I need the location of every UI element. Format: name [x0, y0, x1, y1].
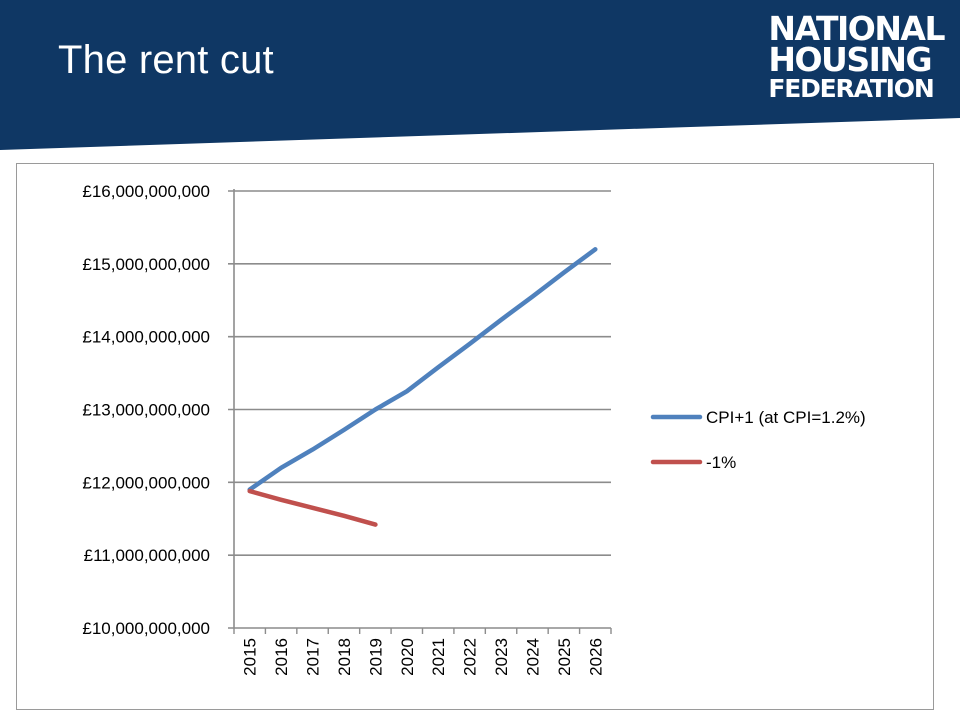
logo-line-2: HOUSING	[768, 40, 932, 79]
series-line-1	[247, 247, 598, 492]
x-tick-label: 2017	[304, 638, 323, 676]
y-tick-label: £13,000,000,000	[82, 401, 210, 420]
x-tick-label: 2026	[586, 638, 605, 676]
national-housing-federation-logo: NATIONAL HOUSING FEDERATION	[768, 9, 945, 103]
y-tick-label: £14,000,000,000	[82, 328, 210, 347]
x-tick-label: 2021	[429, 638, 448, 676]
y-tick-label: £10,000,000,000	[82, 619, 210, 638]
logo-line-3: FEDERATION	[768, 74, 934, 103]
line-chart: £10,000,000,000 £11,000,000,000 £12,000,00…	[82, 182, 866, 676]
x-tick-label: 2020	[398, 638, 417, 676]
y-tick-label: £11,000,000,000	[84, 546, 210, 565]
slide-title: The rent cut	[58, 38, 274, 82]
legend-label: CPI+1 (at CPI=1.2%)	[706, 408, 866, 427]
chart-frame: £10,000,000,000 £11,000,000,000 £12,000,00…	[16, 163, 934, 710]
x-tick-label: 2024	[523, 638, 542, 676]
header-background	[0, 0, 960, 150]
x-tick-label: 2018	[335, 638, 354, 676]
y-tick-label: £12,000,000,000	[82, 473, 210, 492]
x-tick-label: 2025	[555, 638, 574, 676]
x-tick-label: 2023	[492, 638, 511, 676]
slide-header: The rent cut NATIONAL HOUSING FEDERATION	[0, 0, 960, 150]
y-tick-label: £15,000,000,000	[82, 255, 210, 274]
x-tick-label: 2016	[272, 638, 291, 676]
x-tick-label: 2019	[366, 638, 385, 676]
x-tick-label: 2022	[461, 638, 480, 676]
logo-line-1: NATIONAL	[768, 9, 945, 48]
x-tick-label: 2015	[241, 638, 260, 676]
y-tick-label: £16,000,000,000	[82, 182, 210, 201]
legend-label: -1%	[706, 453, 736, 472]
